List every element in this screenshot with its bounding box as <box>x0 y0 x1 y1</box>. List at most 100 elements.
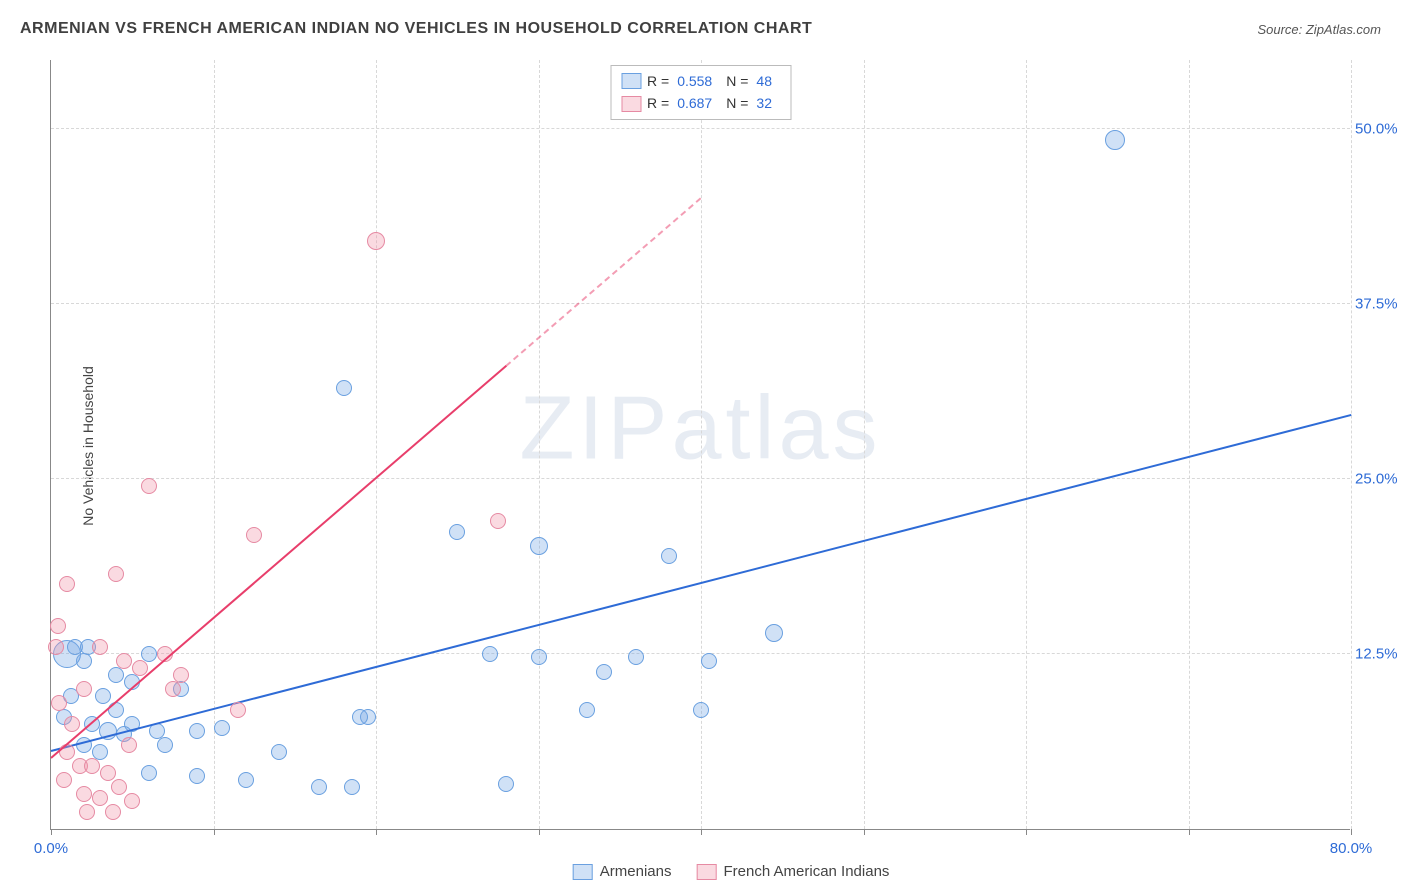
r-value-2: 0.687 <box>677 92 712 114</box>
r-value-1: 0.558 <box>677 70 712 92</box>
r-label-1: R = <box>647 70 669 92</box>
data-point <box>344 779 360 795</box>
data-point <box>76 786 92 802</box>
data-point <box>56 772 72 788</box>
data-point <box>531 649 547 665</box>
data-point <box>116 653 132 669</box>
xtick <box>51 829 52 835</box>
data-point <box>95 688 111 704</box>
trendline <box>50 365 506 759</box>
gridline-v <box>1026 60 1027 829</box>
watermark-bold: ZIP <box>519 379 671 479</box>
plot-area: ZIPatlas R = 0.558 N = 48 R = 0.687 N = … <box>50 60 1350 830</box>
gridline-v <box>539 60 540 829</box>
legend-swatch-pink-icon <box>697 864 717 880</box>
xtick <box>701 829 702 835</box>
data-point <box>189 768 205 784</box>
n-label-1: N = <box>726 70 748 92</box>
data-point <box>238 772 254 788</box>
legend-label-2: French American Indians <box>724 863 890 880</box>
data-point <box>246 527 262 543</box>
legend-item-2: French American Indians <box>697 863 890 880</box>
xtick <box>1026 829 1027 835</box>
data-point <box>449 524 465 540</box>
legend-swatch-blue-icon <box>573 864 593 880</box>
chart-container: ARMENIAN VS FRENCH AMERICAN INDIAN NO VE… <box>0 0 1406 892</box>
source-label: Source: <box>1257 22 1305 37</box>
xtick <box>539 829 540 835</box>
stats-row-2: R = 0.687 N = 32 <box>621 92 780 114</box>
legend: Armenians French American Indians <box>573 863 890 880</box>
gridline-v <box>864 60 865 829</box>
xtick <box>1351 829 1352 835</box>
data-point <box>530 537 548 555</box>
n-value-1: 48 <box>756 70 772 92</box>
gridline-v <box>1189 60 1190 829</box>
n-value-2: 32 <box>756 92 772 114</box>
data-point <box>157 737 173 753</box>
data-point <box>596 664 612 680</box>
data-point <box>336 380 352 396</box>
watermark-thin: atlas <box>671 379 881 479</box>
data-point <box>92 790 108 806</box>
xtick-label: 80.0% <box>1330 840 1373 857</box>
data-point <box>76 681 92 697</box>
data-point <box>124 793 140 809</box>
data-point <box>189 723 205 739</box>
data-point <box>271 744 287 760</box>
gridline-v <box>214 60 215 829</box>
chart-title: ARMENIAN VS FRENCH AMERICAN INDIAN NO VE… <box>20 20 812 38</box>
gridline-v <box>1351 60 1352 829</box>
ytick-label: 37.5% <box>1355 296 1406 313</box>
data-point <box>311 779 327 795</box>
data-point <box>59 576 75 592</box>
data-point <box>165 681 181 697</box>
source-name: ZipAtlas.com <box>1306 22 1381 37</box>
ytick-label: 12.5% <box>1355 646 1406 663</box>
data-point <box>100 765 116 781</box>
legend-item-1: Armenians <box>573 863 672 880</box>
xtick <box>376 829 377 835</box>
r-label-2: R = <box>647 92 669 114</box>
data-point <box>111 779 127 795</box>
xtick <box>864 829 865 835</box>
data-point <box>50 618 66 634</box>
legend-label-1: Armenians <box>600 863 672 880</box>
data-point <box>628 649 644 665</box>
data-point <box>661 548 677 564</box>
data-point <box>79 804 95 820</box>
data-point <box>765 624 783 642</box>
data-point <box>498 776 514 792</box>
n-label-2: N = <box>726 92 748 114</box>
data-point <box>141 765 157 781</box>
data-point <box>490 513 506 529</box>
data-point <box>64 716 80 732</box>
data-point <box>108 667 124 683</box>
ytick-label: 50.0% <box>1355 121 1406 138</box>
xtick-label: 0.0% <box>34 840 68 857</box>
data-point <box>1105 130 1125 150</box>
gridline-v <box>376 60 377 829</box>
xtick <box>214 829 215 835</box>
trendline <box>505 197 701 367</box>
data-point <box>701 653 717 669</box>
xtick <box>1189 829 1190 835</box>
data-point <box>108 566 124 582</box>
data-point <box>121 737 137 753</box>
data-point <box>352 709 368 725</box>
data-point <box>579 702 595 718</box>
data-point <box>48 639 64 655</box>
data-point <box>51 695 67 711</box>
swatch-pink-icon <box>621 96 641 112</box>
swatch-blue-icon <box>621 73 641 89</box>
data-point <box>693 702 709 718</box>
ytick-label: 25.0% <box>1355 471 1406 488</box>
data-point <box>141 478 157 494</box>
data-point <box>482 646 498 662</box>
data-point <box>367 232 385 250</box>
data-point <box>105 804 121 820</box>
data-point <box>214 720 230 736</box>
data-point <box>230 702 246 718</box>
stats-row-1: R = 0.558 N = 48 <box>621 70 780 92</box>
data-point <box>84 758 100 774</box>
